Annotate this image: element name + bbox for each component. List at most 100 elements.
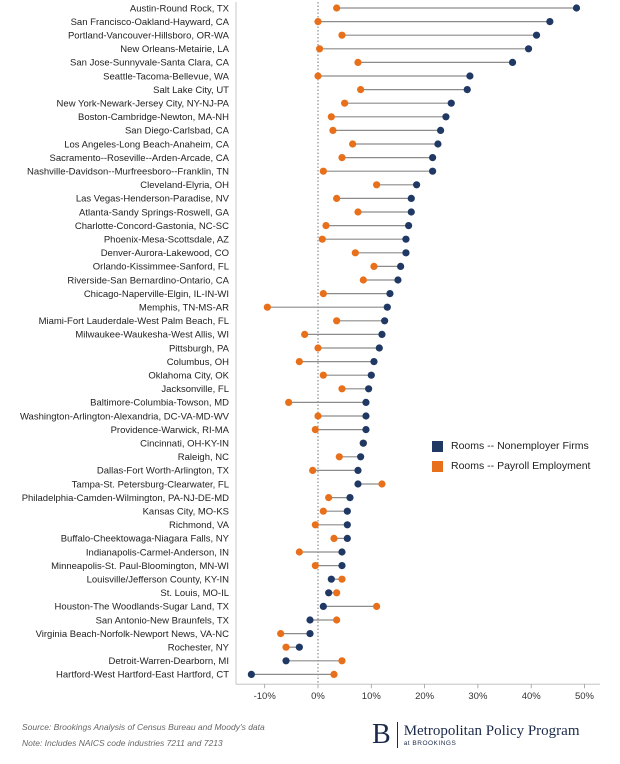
nonemployer-point [466,72,474,80]
nonemployer-point [338,562,346,570]
nonemployer-point [405,222,413,230]
nonemployer-point [524,45,533,53]
nonemployer-point [247,670,255,679]
nonemployer-point [306,616,314,624]
nonemployer-point [362,412,370,420]
category-label: Virginia Beach-Norfolk-Newport News, VA-… [36,629,230,640]
payroll-point [311,521,319,529]
payroll-point [285,398,293,406]
brand-title: Metropolitan Policy Program [403,723,580,739]
category-label: Denver-Aurora-Lakewood, CO [101,248,229,259]
payroll-point [314,412,322,420]
payroll-point [338,657,346,665]
legend-swatch-nonemployer [432,440,443,452]
nonemployer-point [365,385,373,393]
payroll-point [295,548,303,556]
category-label: Seattle-Tacoma-Bellevue, WA [103,71,230,82]
payroll-point [314,344,322,352]
x-tick-label: 20% [415,691,435,702]
payroll-point [333,616,341,624]
category-label: Providence-Warwick, RI-MA [111,425,230,436]
nonemployer-point [381,317,389,325]
x-tick-label: 30% [468,691,488,702]
category-label: San Jose-Sunnyvale-Santa Clara, CA [70,58,230,69]
payroll-point [373,602,381,611]
nonemployer-point [407,194,415,202]
category-label: Oklahoma City, OK [148,371,229,382]
category-label: Los Angeles-Long Beach-Anaheim, CA [64,139,229,150]
nonemployer-point [295,643,303,651]
payroll-point [378,480,386,488]
payroll-point [295,358,303,366]
payroll-point [333,194,341,202]
nonemployer-point [327,575,335,583]
nonemployer-point [282,657,290,665]
nonemployer-point [394,276,402,284]
category-label: Houston-The Woodlands-Sugar Land, TX [55,602,230,613]
category-label: Miami-Fort Lauderdale-West Palm Beach, F… [39,316,229,327]
payroll-point [311,426,319,434]
category-label: Phoenix-Mesa-Scottsdale, AZ [104,235,229,246]
category-label: Nashville-Davidson--Murfreesboro--Frankl… [27,167,229,178]
category-label: Jacksonville, FL [161,384,229,395]
data-note: Note: Includes NAICS code industries 721… [22,738,223,748]
x-axis: -10% 0% 10% 20% 30% 40% 50% [236,683,600,702]
nonemployer-point [407,208,415,216]
payroll-point [319,290,327,298]
x-tick-label: 40% [522,691,542,702]
category-label: Chicago-Naperville-Elgin, IL-IN-WI [84,289,229,300]
payroll-point [315,45,324,53]
nonemployer-point [338,548,346,556]
nonemployer-point [362,398,370,406]
category-label: Dallas-Fort Worth-Arlington, TX [97,466,230,477]
payroll-point [311,562,319,570]
source-note: Source: Brookings Analysis of Census Bur… [22,722,265,732]
payroll-point [338,31,346,39]
payroll-point [341,99,349,107]
category-label: Baltimore-Columbia-Towson, MD [90,398,229,409]
nonemployer-point [447,99,455,107]
nonemployer-point [346,494,354,502]
nonemployer-point [413,181,421,189]
category-label: Charlotte-Concord-Gastonia, NC-SC [75,221,229,232]
payroll-point [351,249,359,257]
category-label: San Antonio-New Braunfels, TX [96,615,230,626]
brand-divider [396,722,398,748]
category-label: Orlando-Kissimmee-Sanford, FL [93,262,229,273]
nonemployer-point [375,344,383,352]
category-label: St. Louis, MO-IL [160,588,229,599]
payroll-point [335,453,343,461]
nonemployer-point [319,602,327,611]
category-label: Sacramento--Roseville--Arden-Arcade, CA [49,153,229,164]
category-label: Minneapolis-St. Paul-Bloomington, MN-WI [51,561,229,572]
payroll-point [330,670,338,679]
payroll-point [338,575,346,583]
payroll-point [327,113,335,121]
nonemployer-point [463,86,471,94]
category-label: Las Vegas-Henderson-Paradise, NV [76,194,230,205]
nonemployer-point [343,507,351,515]
x-tick-label: -10% [254,691,277,702]
category-label: New York-Newark-Jersey City, NY-NJ-PA [57,99,230,110]
category-label: Cleveland-Elyria, OH [140,180,229,191]
payroll-point [359,276,367,284]
category-label: Richmond, VA [169,520,230,531]
nonemployer-point [402,249,410,257]
payroll-point [333,589,341,597]
category-label: Hartford-West Hartford-East Hartford, CT [56,670,229,681]
nonemployer-point [532,31,541,39]
nonemployer-point [306,630,314,638]
nonemployer-point [428,154,437,162]
nonemployer-point [343,521,351,529]
category-label: Salt Lake City, UT [153,85,229,96]
category-label: Detroit-Warren-Dearborn, MI [108,656,229,667]
category-label: Riverside-San Bernardino-Ontario, CA [67,275,229,286]
legend-label-payroll: Rooms -- Payroll Employment [451,460,591,472]
payroll-point [282,643,290,651]
payroll-point [322,222,330,230]
payroll-point [333,317,341,325]
category-label: New Orleans-Metairie, LA [120,44,229,55]
legend-swatch-payroll [432,460,443,472]
nonemployer-point [508,58,517,66]
